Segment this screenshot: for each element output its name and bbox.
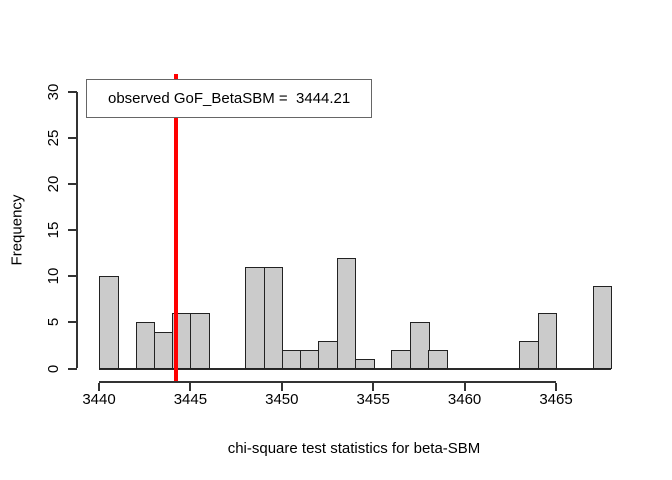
y-tick-label: 0 (45, 364, 62, 373)
x-tick-mark (98, 383, 100, 391)
histogram-bar (300, 350, 320, 370)
y-axis-title: Frequency (8, 194, 26, 266)
histogram-bar (263, 267, 284, 370)
y-tick-label: 20 (45, 175, 62, 193)
y-axis-line (76, 91, 78, 369)
y-tick-mark (68, 183, 77, 186)
x-tick-label: 3460 (447, 391, 482, 408)
histogram-bar (592, 285, 613, 370)
histogram-bar (428, 350, 448, 370)
x-tick-mark (372, 383, 375, 391)
x-tick-label: 3465 (539, 391, 573, 408)
histogram-bar (336, 257, 357, 370)
y-tick-label: 15 (45, 221, 62, 239)
histogram-bar (391, 350, 412, 370)
x-tick-label: 3450 (265, 391, 299, 408)
histogram-bar (153, 331, 174, 370)
histogram-bar (135, 322, 156, 370)
legend-box: observed GoF_BetaSBM = 3444.21 (86, 79, 372, 118)
observed-value-line (173, 73, 178, 381)
x-tick-mark (189, 383, 192, 391)
histogram-bar (354, 359, 375, 370)
legend-text: observed GoF_BetaSBM = 3444.21 (108, 90, 351, 107)
x-tick-label: 3445 (173, 391, 208, 408)
y-tick-label: 10 (45, 267, 62, 285)
y-tick-mark (68, 321, 77, 324)
y-tick-label: 5 (45, 318, 62, 327)
x-tick-mark (555, 383, 557, 391)
y-tick-mark (68, 367, 77, 370)
histogram-bar (99, 276, 119, 370)
histogram-bar (519, 340, 540, 370)
x-axis-line (99, 381, 556, 383)
histogram-bar (537, 313, 558, 370)
y-tick-label: 30 (45, 83, 62, 101)
x-tick-mark (280, 383, 283, 391)
y-tick-mark (68, 90, 77, 93)
x-tick-label: 3455 (356, 391, 390, 408)
histogram-bar (318, 340, 339, 370)
y-tick-label: 25 (45, 129, 62, 147)
x-tick-mark (463, 383, 466, 391)
histogram-bar (245, 267, 265, 370)
histogram-bar (409, 322, 430, 370)
y-tick-mark (68, 275, 77, 278)
histogram-bar (281, 350, 302, 370)
y-tick-mark (68, 229, 77, 232)
y-tick-mark (68, 137, 77, 140)
x-axis-title: chi-square test statistics for beta-SBM (227, 440, 481, 457)
histogram-bar (190, 313, 211, 370)
x-tick-label: 3440 (82, 391, 116, 408)
